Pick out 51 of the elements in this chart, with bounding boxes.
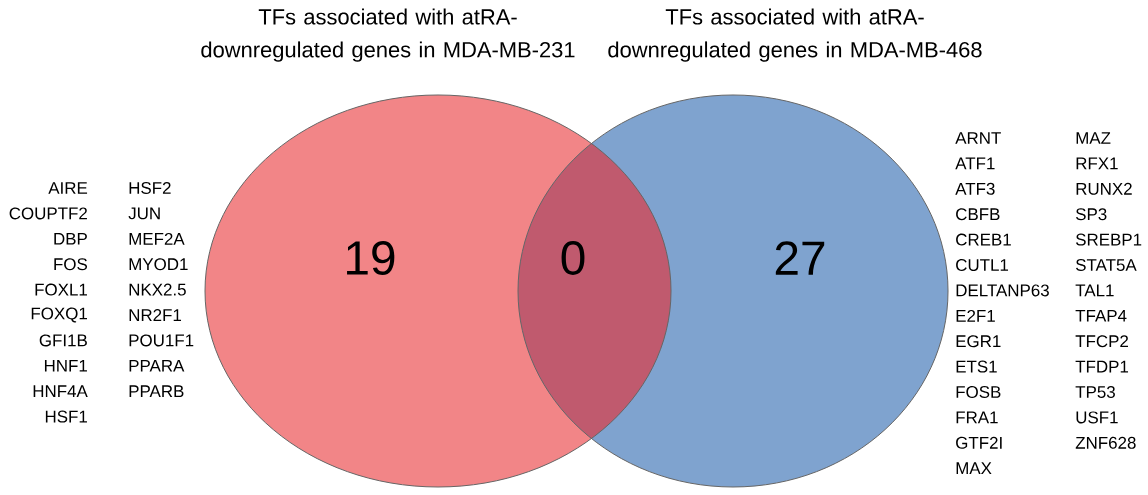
text: PPARA xyxy=(129,359,185,372)
text: RFX1 xyxy=(1076,157,1118,170)
text: TAL1 xyxy=(1075,284,1114,297)
text: HNF1 xyxy=(44,359,87,372)
text: ARNT xyxy=(955,132,1001,144)
text: MAZ xyxy=(1076,132,1111,144)
text: TFCP2 xyxy=(1075,335,1128,348)
text: ATF1 xyxy=(955,157,995,170)
text: CBFB xyxy=(956,208,1000,221)
text: FRA1 xyxy=(956,411,998,424)
text: DBP xyxy=(54,232,87,245)
text: ZNF628 xyxy=(1075,436,1136,449)
data-label: 0 xyxy=(561,241,585,275)
text: MYOD1 xyxy=(129,258,188,271)
text: FOXQ1 xyxy=(31,307,87,323)
text: TFDP1 xyxy=(1075,360,1129,373)
text: FOS xyxy=(54,258,88,271)
text: GTF2I xyxy=(956,436,1002,449)
text: TFs associated with atRA-downregulated genes in MDA-MB-468 xyxy=(608,8,982,62)
text: EGR1 xyxy=(956,335,1001,348)
text: SP3 xyxy=(1075,208,1107,221)
text: AIRE xyxy=(48,182,88,194)
text: STAT5A xyxy=(1075,259,1137,271)
text: HSF2 xyxy=(129,182,171,194)
text: JUN xyxy=(128,207,160,220)
text: HSF1 xyxy=(45,410,87,423)
text: SREBP1 xyxy=(1075,233,1142,246)
text: TP53 xyxy=(1075,386,1115,398)
text: HNF4A xyxy=(33,385,88,398)
text: FOSB xyxy=(956,386,1001,398)
text: FOXL1 xyxy=(35,283,87,296)
text: TFs associated with atRA-downregulated genes in MDA-MB-231 xyxy=(201,8,575,62)
text: USF1 xyxy=(1076,411,1118,424)
text: MEF2A xyxy=(129,232,185,245)
text: ATF3 xyxy=(955,182,995,195)
text: COUPTF2 xyxy=(9,207,87,220)
text: TFAP4 xyxy=(1075,309,1127,322)
text: NR2F1 xyxy=(129,309,182,321)
text: PPARB xyxy=(129,385,184,398)
text: DELTANP63 xyxy=(956,284,1049,297)
data-label: 27 xyxy=(775,241,825,275)
text: MAX xyxy=(956,462,992,475)
text: CREB1 xyxy=(956,233,1011,246)
data-label: 19 xyxy=(347,241,395,275)
text: ETS1 xyxy=(956,360,997,373)
text: CUTL1 xyxy=(956,259,1009,271)
text: NKX2.5 xyxy=(129,283,186,296)
text: GFI1B xyxy=(39,334,87,347)
text: E2F1 xyxy=(956,309,995,322)
text: POU1F1 xyxy=(129,334,194,347)
text: RUNX2 xyxy=(1076,182,1132,195)
